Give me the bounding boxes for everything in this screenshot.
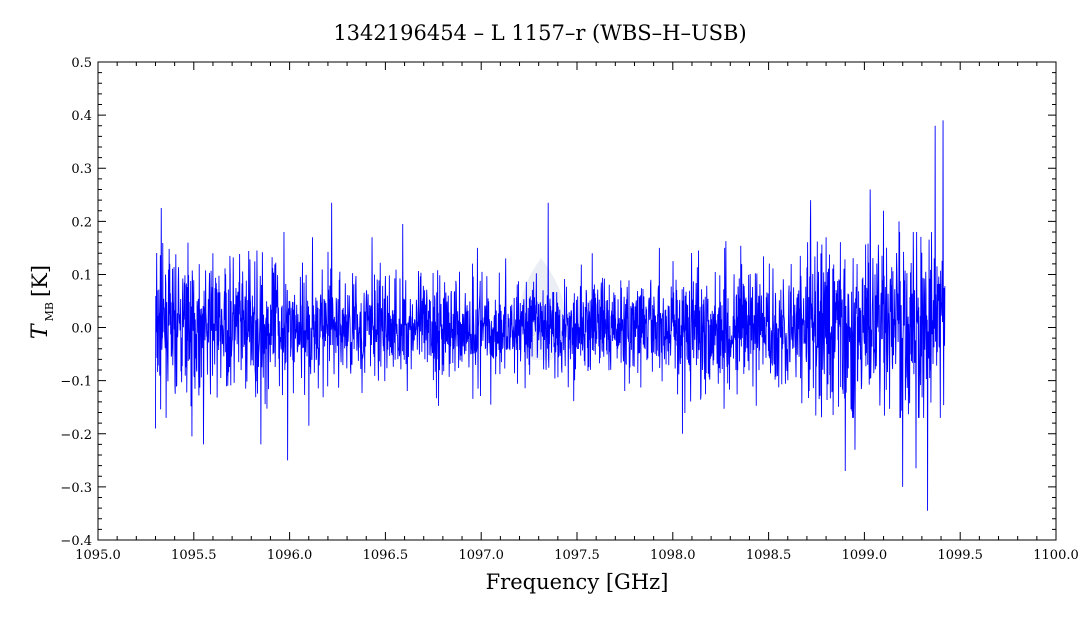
x-tick-label: 1095.5 xyxy=(171,548,217,563)
x-tick-label: 1099.5 xyxy=(937,548,983,563)
chart-title: 1342196454 – L 1157–r (WBS–H–USB) xyxy=(333,21,746,45)
y-tick-label: 0.5 xyxy=(71,56,92,71)
x-tick-label: 1097.0 xyxy=(458,548,504,563)
x-axis-label: Frequency [GHz] xyxy=(486,570,669,594)
y-tick-label: −0.4 xyxy=(60,534,92,549)
x-tick-label: 1097.5 xyxy=(554,548,600,563)
x-tick-label: 1100.0 xyxy=(1033,548,1079,563)
x-tick-label: 1096.5 xyxy=(363,548,409,563)
spectrum-series xyxy=(155,120,946,511)
y-axis-label-subscript: MB xyxy=(43,302,56,321)
x-tick-label: 1095.0 xyxy=(75,548,121,563)
y-tick-labels: −0.4 −0.3 −0.2 −0.1 0.0 0.1 0.2 0.3 0.4 0.5 xyxy=(60,56,92,549)
x-tick-label: 1099.0 xyxy=(842,548,888,563)
y-tick-label: −0.1 xyxy=(60,375,92,390)
x-tick-label: 1098.0 xyxy=(650,548,696,563)
y-tick-label: 0.0 xyxy=(71,322,92,337)
spectrum-line xyxy=(155,120,946,511)
x-tick-label: 1098.5 xyxy=(746,548,792,563)
y-axis-label: TMB [K] xyxy=(28,265,56,339)
y-tick-label: −0.3 xyxy=(60,481,92,496)
y-tick-label: 0.2 xyxy=(71,215,92,230)
y-tick-label: 0.3 xyxy=(71,162,92,177)
x-tick-labels: 1095.0 1095.5 1096.0 1096.5 1097.0 1097.5 1098… xyxy=(75,548,1079,563)
y-axis-label-unit: [K] xyxy=(28,265,52,297)
y-axis-label-symbol: T xyxy=(28,322,53,339)
x-tick-label: 1096.0 xyxy=(267,548,313,563)
y-tick-label: −0.2 xyxy=(60,428,92,443)
y-tick-label: 0.1 xyxy=(71,268,92,283)
y-tick-label: 0.4 xyxy=(71,109,92,124)
plot-frame xyxy=(97,61,1057,541)
